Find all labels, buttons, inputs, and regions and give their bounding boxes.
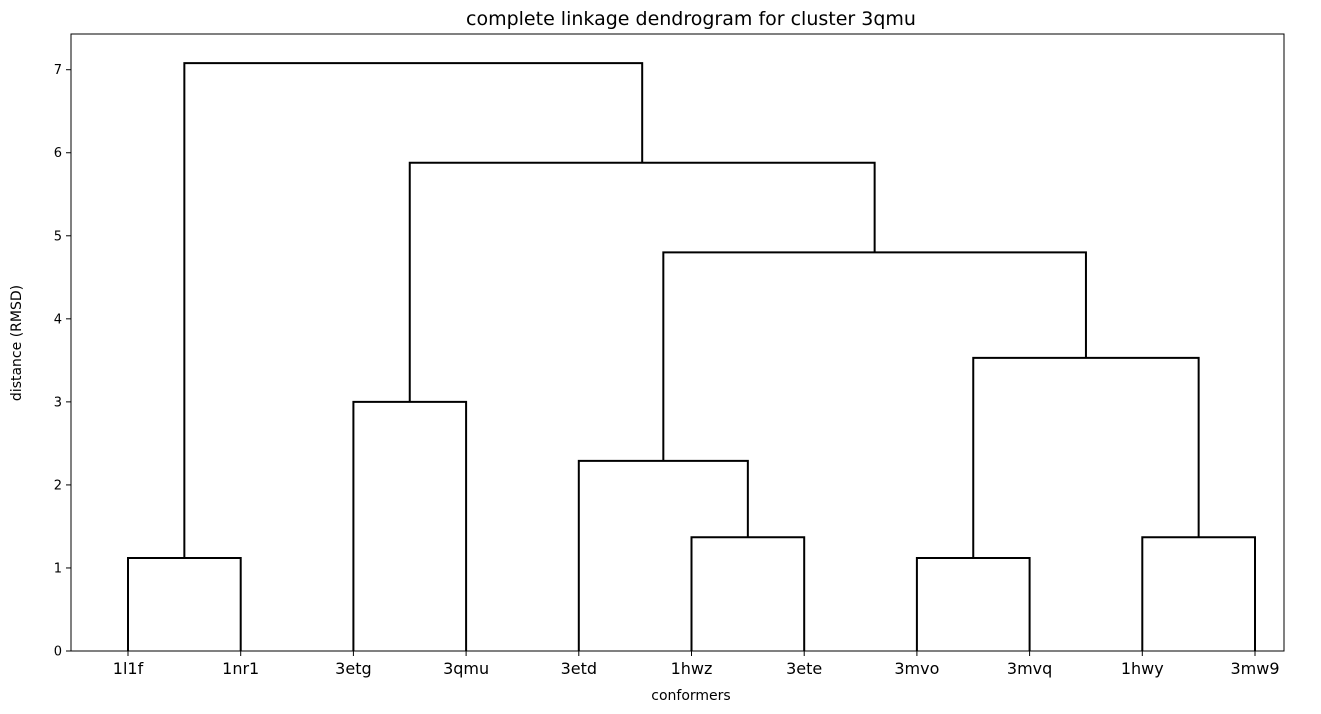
x-tick-label-3mw9: 3mw9: [1230, 659, 1279, 678]
y-tick-label: 7: [54, 63, 62, 78]
y-tick-label: 2: [54, 478, 62, 493]
dendrogram-link-8: [662, 251, 1087, 461]
dendrogram-link-2: [352, 400, 468, 651]
x-axis-ticks: 1l1f 1nr1 3etg 3qmu 3etd 1hwz 3ete 3mvo 3mvq 1hwy…: [113, 651, 1280, 678]
x-tick-label-1hwz: 1hwz: [671, 659, 713, 678]
chart-title: complete linkage dendrogram for cluster …: [466, 8, 916, 30]
dendrogram-link-3: [690, 536, 806, 651]
dendrogram-links: [127, 62, 1256, 651]
dendrogram-link-9: [408, 161, 876, 402]
x-axis-label: conformers: [651, 688, 730, 704]
y-tick-label: 6: [54, 146, 62, 161]
x-tick-label-3qmu: 3qmu: [443, 659, 489, 678]
y-axis-ticks: 0 1 2 3 4 5 6 7: [54, 63, 71, 660]
x-tick-label-3etg: 3etg: [335, 659, 371, 678]
y-tick-label: 4: [54, 312, 62, 327]
dendrogram-link-6: [1141, 536, 1256, 651]
y-tick-label: 3: [54, 395, 62, 410]
x-tick-label-3etd: 3etd: [561, 659, 597, 678]
dendrogram-link-7: [972, 356, 1200, 558]
dendrogram-link-10: [183, 62, 644, 558]
x-tick-label-3ete: 3ete: [786, 659, 822, 678]
x-tick-label-3mvo: 3mvo: [894, 659, 939, 678]
y-tick-label: 0: [54, 645, 62, 660]
x-tick-label-1l1f: 1l1f: [113, 659, 144, 678]
y-tick-label: 1: [54, 561, 62, 576]
x-tick-label-3mvq: 3mvq: [1007, 659, 1052, 678]
y-axis-label: distance (RMSD): [9, 285, 25, 401]
x-tick-label-1hwy: 1hwy: [1121, 659, 1164, 678]
x-tick-label-1nr1: 1nr1: [222, 659, 259, 678]
y-tick-label: 5: [54, 229, 62, 244]
plot-frame: [70, 33, 1285, 652]
